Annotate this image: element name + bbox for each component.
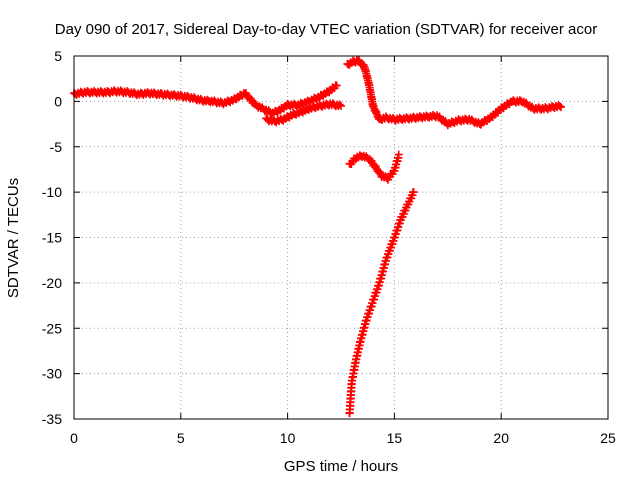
x-tick-label: 15 [387, 430, 403, 446]
x-axis-label: GPS time / hours [284, 458, 398, 475]
x-tick-label: 5 [177, 430, 185, 446]
data-point [555, 102, 564, 111]
data-point [335, 100, 344, 109]
y-axis-label: SDTVAR / TECUs [5, 178, 22, 298]
series-descending-tail [345, 188, 418, 418]
x-tick-label: 0 [70, 430, 78, 446]
y-tick-label: -20 [42, 275, 62, 291]
y-tick-label: -25 [42, 320, 62, 336]
plot-frame [73, 55, 609, 420]
x-tick-label: 20 [493, 430, 509, 446]
y-tick-label: -35 [42, 411, 62, 427]
y-axis: 5 0 -5 -10 -15 -20 -25 -30 -35 [42, 48, 608, 427]
x-tick-label: 25 [600, 430, 616, 446]
y-tick-label: -10 [42, 184, 62, 200]
data-point [337, 101, 345, 110]
data-point [332, 81, 341, 90]
data-point [394, 150, 403, 159]
y-tick-label: -5 [50, 139, 63, 155]
y-tick-label: -15 [42, 230, 62, 246]
x-tick-label: 10 [280, 430, 296, 446]
series-lower-branch [262, 99, 345, 127]
series-mid-arc [345, 150, 403, 184]
x-axis: 0 5 10 15 20 25 [70, 56, 616, 446]
y-tick-label: -30 [42, 366, 62, 382]
y-tick-label: 0 [54, 93, 62, 109]
chart-title: Day 090 of 2017, Sidereal Day-to-day VTE… [55, 21, 597, 38]
series-main [70, 81, 341, 118]
y-tick-label: 5 [54, 48, 62, 64]
data-point [557, 103, 565, 112]
data-point [409, 188, 418, 197]
data-points [70, 56, 565, 418]
series-peak-and-recovery [343, 56, 565, 130]
